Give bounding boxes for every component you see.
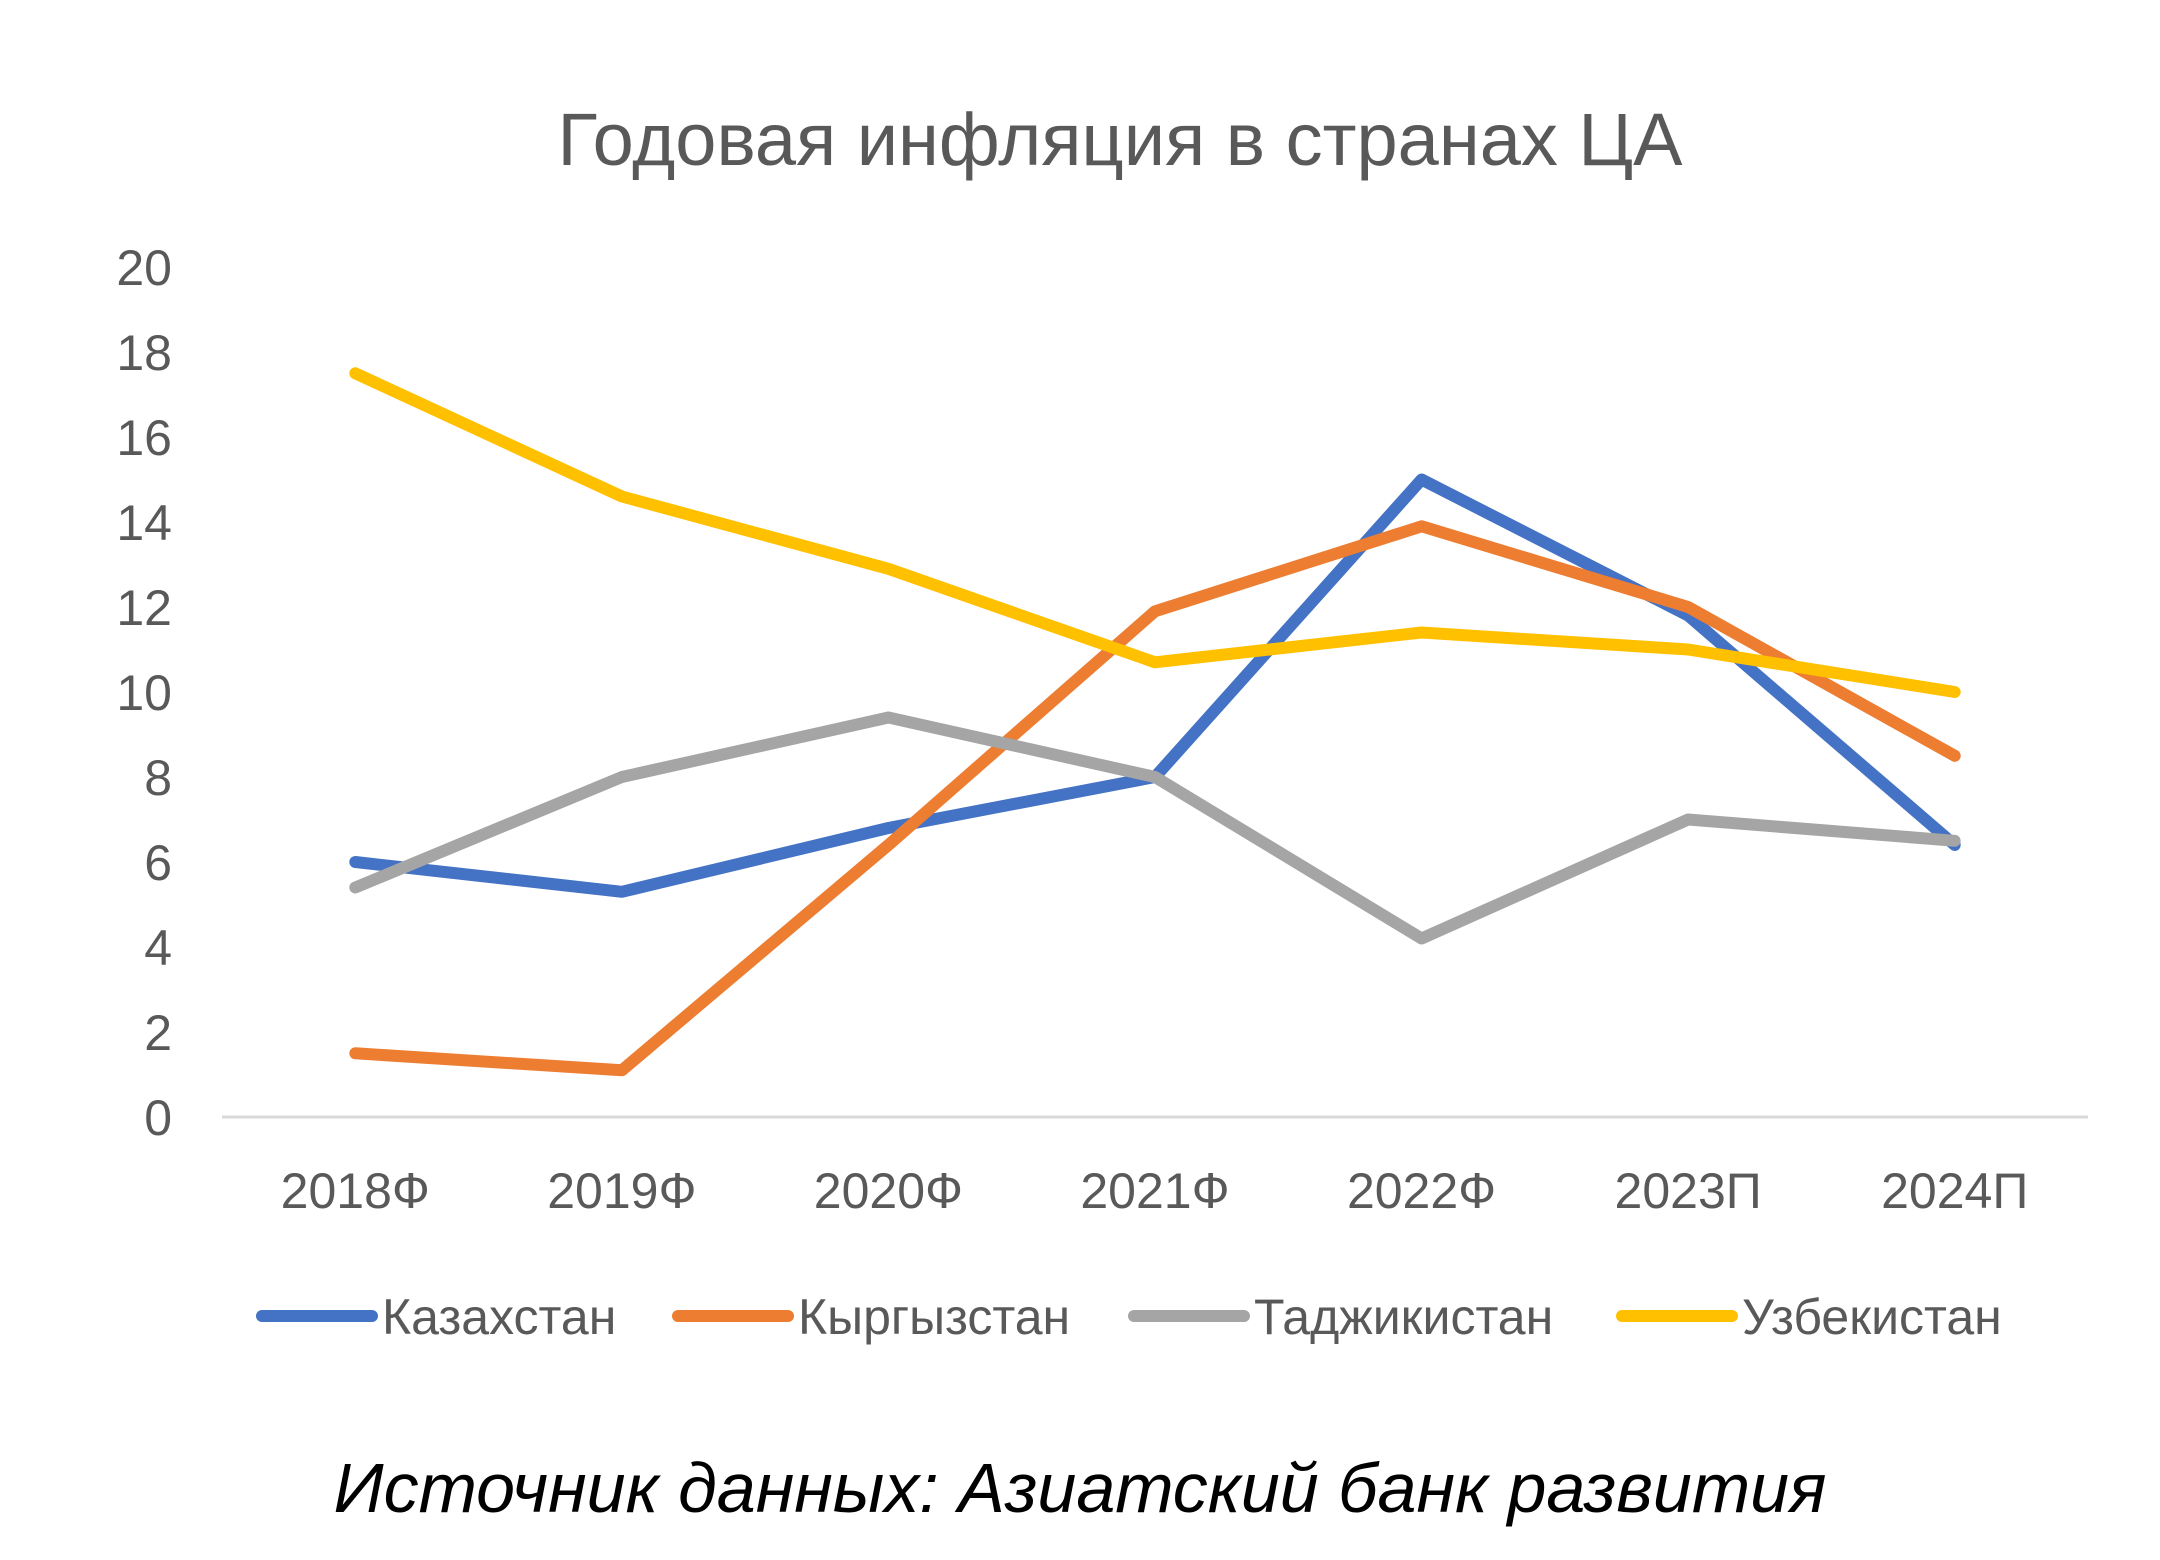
legend-label: Казахстан (382, 1289, 616, 1345)
chart-title: Годовая инфляция в странах ЦА (557, 98, 1683, 181)
data-point (1154, 776, 1156, 778)
y-tick-label: 14 (116, 495, 172, 551)
legend-label: Узбекистан (1742, 1289, 2002, 1345)
series-line-2 (349, 520, 1961, 1077)
data-point (887, 844, 889, 846)
y-axis-ticks: 0 2 4 6 8 10 12 14 16 18 20 (116, 240, 172, 1146)
y-tick-label: 4 (144, 920, 172, 976)
data-point (887, 827, 889, 829)
series-line-1 (349, 473, 1961, 898)
data-point (887, 717, 889, 718)
legend-label: Таджикистан (1254, 1289, 1553, 1345)
legend: Казахстан Кыргызстан Таджикистан Узбекистан (256, 1289, 2002, 1345)
x-tick-label: 2023П (1615, 1163, 1762, 1219)
y-tick-label: 20 (116, 240, 172, 296)
x-axis-ticks: 2018Ф 2019Ф 2020Ф 2021Ф 2022Ф 2023П 2024П (281, 1163, 2029, 1219)
y-tick-label: 0 (144, 1090, 172, 1146)
data-point (1421, 632, 1423, 633)
data-point (1154, 610, 1156, 612)
data-point (1421, 479, 1423, 480)
data-point (354, 887, 356, 888)
data-point (1421, 525, 1423, 527)
data-point (1687, 606, 1689, 608)
y-tick-label: 6 (144, 835, 172, 891)
x-tick-label: 2024П (1881, 1163, 2028, 1219)
data-point (1954, 840, 1956, 842)
y-tick-label: 18 (116, 325, 172, 381)
data-point (621, 1069, 623, 1071)
series-line-3 (349, 711, 1961, 945)
y-tick-label: 2 (144, 1005, 172, 1061)
y-tick-label: 8 (144, 750, 172, 806)
x-tick-label: 2021Ф (1080, 1163, 1229, 1219)
data-point (1687, 649, 1689, 650)
x-tick-label: 2020Ф (814, 1163, 963, 1219)
x-tick-label: 2019Ф (547, 1163, 696, 1219)
data-point (887, 568, 889, 570)
source-note: Источник данных: Азиатский банк развития (333, 1449, 1827, 1527)
y-tick-label: 12 (116, 580, 172, 636)
legend-label: Кыргызстан (798, 1289, 1070, 1345)
series-lines (349, 367, 1961, 1077)
data-point (1421, 938, 1423, 939)
data-point (1154, 661, 1156, 663)
data-point (1954, 691, 1956, 693)
data-point (1954, 755, 1956, 757)
data-point (621, 776, 623, 778)
data-point (354, 1052, 356, 1054)
data-point (1687, 615, 1689, 616)
y-tick-label: 10 (116, 665, 172, 721)
x-tick-label: 2022Ф (1347, 1163, 1496, 1219)
data-point (621, 891, 623, 893)
data-point (621, 496, 623, 497)
y-tick-label: 16 (116, 410, 172, 466)
data-point (1687, 819, 1689, 820)
data-point (354, 861, 356, 863)
data-point (354, 372, 356, 374)
x-tick-label: 2018Ф (281, 1163, 430, 1219)
